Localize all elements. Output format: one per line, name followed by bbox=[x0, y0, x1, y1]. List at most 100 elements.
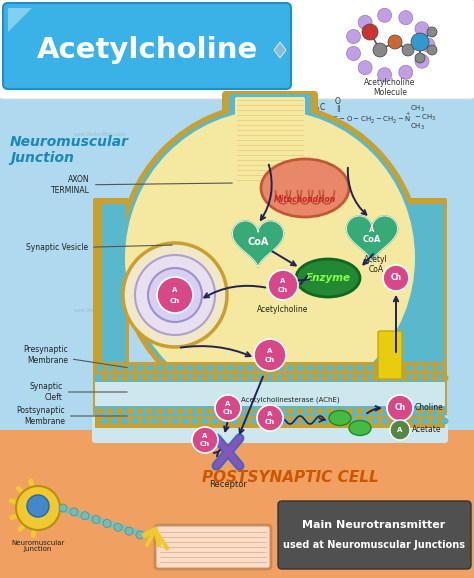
Text: Neuromuscular
Junction: Neuromuscular Junction bbox=[10, 135, 129, 165]
Text: $\rm -CH_3$: $\rm -CH_3$ bbox=[413, 113, 437, 123]
Circle shape bbox=[123, 243, 227, 347]
Circle shape bbox=[387, 395, 413, 421]
Circle shape bbox=[27, 495, 49, 517]
Circle shape bbox=[356, 407, 364, 414]
Circle shape bbox=[142, 375, 148, 381]
Text: $\rm CH_3$: $\rm CH_3$ bbox=[410, 104, 425, 114]
Circle shape bbox=[390, 420, 410, 440]
Circle shape bbox=[117, 407, 124, 414]
Circle shape bbox=[402, 44, 414, 56]
FancyBboxPatch shape bbox=[0, 430, 474, 578]
Ellipse shape bbox=[296, 259, 360, 297]
Circle shape bbox=[107, 365, 113, 372]
Circle shape bbox=[197, 365, 203, 372]
Circle shape bbox=[127, 407, 134, 414]
Circle shape bbox=[392, 417, 399, 424]
Circle shape bbox=[211, 417, 219, 424]
Circle shape bbox=[221, 417, 228, 424]
Circle shape bbox=[411, 417, 419, 424]
Text: Choline: Choline bbox=[415, 403, 444, 413]
Circle shape bbox=[307, 407, 313, 414]
Circle shape bbox=[396, 407, 403, 414]
Circle shape bbox=[121, 375, 128, 381]
Circle shape bbox=[399, 65, 413, 79]
Text: Acetylcholine: Acetylcholine bbox=[257, 305, 309, 314]
Circle shape bbox=[421, 38, 435, 52]
Circle shape bbox=[382, 375, 389, 381]
Circle shape bbox=[417, 407, 423, 414]
Circle shape bbox=[399, 11, 413, 25]
Circle shape bbox=[378, 8, 392, 23]
Circle shape bbox=[262, 417, 268, 424]
Circle shape bbox=[331, 417, 338, 424]
Text: Acetylcholine
Molecule: Acetylcholine Molecule bbox=[365, 78, 416, 98]
Circle shape bbox=[337, 365, 344, 372]
Circle shape bbox=[386, 407, 393, 414]
Circle shape bbox=[337, 407, 344, 414]
Circle shape bbox=[411, 375, 419, 381]
Circle shape bbox=[301, 375, 309, 381]
Circle shape bbox=[70, 508, 78, 516]
FancyBboxPatch shape bbox=[93, 198, 129, 422]
Text: Ch: Ch bbox=[170, 298, 180, 304]
Circle shape bbox=[373, 43, 387, 57]
Circle shape bbox=[396, 365, 403, 372]
Circle shape bbox=[292, 417, 299, 424]
Circle shape bbox=[221, 375, 228, 381]
FancyBboxPatch shape bbox=[95, 416, 445, 428]
Circle shape bbox=[137, 365, 144, 372]
Ellipse shape bbox=[125, 110, 415, 406]
Circle shape bbox=[352, 375, 358, 381]
Circle shape bbox=[121, 417, 128, 424]
Circle shape bbox=[135, 255, 215, 335]
Text: used at Neuromuscular Junctions: used at Neuromuscular Junctions bbox=[283, 540, 465, 550]
Circle shape bbox=[146, 365, 154, 372]
Text: Synaptic Vesicle: Synaptic Vesicle bbox=[26, 243, 172, 253]
Circle shape bbox=[217, 407, 224, 414]
Text: Acetylcholinesterase (AChE): Acetylcholinesterase (AChE) bbox=[241, 397, 339, 403]
Circle shape bbox=[157, 277, 193, 313]
FancyBboxPatch shape bbox=[95, 382, 445, 406]
Text: Ch: Ch bbox=[278, 287, 288, 293]
FancyBboxPatch shape bbox=[378, 331, 402, 379]
Circle shape bbox=[346, 29, 361, 43]
Circle shape bbox=[137, 407, 144, 414]
Circle shape bbox=[227, 365, 234, 372]
Ellipse shape bbox=[329, 410, 351, 425]
Circle shape bbox=[97, 407, 103, 414]
Circle shape bbox=[427, 407, 434, 414]
Circle shape bbox=[117, 365, 124, 372]
Text: $\rm H_3C$: $\rm H_3C$ bbox=[310, 112, 326, 124]
Circle shape bbox=[297, 365, 303, 372]
Circle shape bbox=[207, 407, 213, 414]
Text: A: A bbox=[173, 287, 178, 293]
Circle shape bbox=[148, 268, 202, 322]
Circle shape bbox=[101, 375, 109, 381]
Circle shape bbox=[166, 365, 173, 372]
Circle shape bbox=[415, 53, 425, 63]
Circle shape bbox=[186, 365, 193, 372]
Circle shape bbox=[136, 531, 144, 539]
Polygon shape bbox=[274, 42, 286, 58]
Text: A: A bbox=[267, 347, 273, 354]
Circle shape bbox=[97, 365, 103, 372]
Circle shape bbox=[207, 365, 213, 372]
Circle shape bbox=[388, 35, 402, 49]
Text: Main Neurotransmitter: Main Neurotransmitter bbox=[302, 520, 446, 530]
Circle shape bbox=[16, 486, 60, 530]
Circle shape bbox=[386, 365, 393, 372]
Text: Acetyl
CoA: Acetyl CoA bbox=[364, 255, 388, 274]
Circle shape bbox=[383, 265, 409, 291]
Circle shape bbox=[217, 365, 224, 372]
Text: www.VectorMine.com: www.VectorMine.com bbox=[284, 307, 336, 313]
Circle shape bbox=[411, 33, 429, 51]
Text: A: A bbox=[267, 412, 273, 417]
Circle shape bbox=[152, 417, 158, 424]
Circle shape bbox=[111, 417, 118, 424]
Polygon shape bbox=[346, 216, 398, 262]
Text: Acetylcholine: Acetylcholine bbox=[36, 36, 258, 64]
Text: www.VectorMine.com: www.VectorMine.com bbox=[74, 462, 126, 468]
Circle shape bbox=[286, 407, 293, 414]
Circle shape bbox=[358, 61, 372, 75]
Circle shape bbox=[307, 365, 313, 372]
